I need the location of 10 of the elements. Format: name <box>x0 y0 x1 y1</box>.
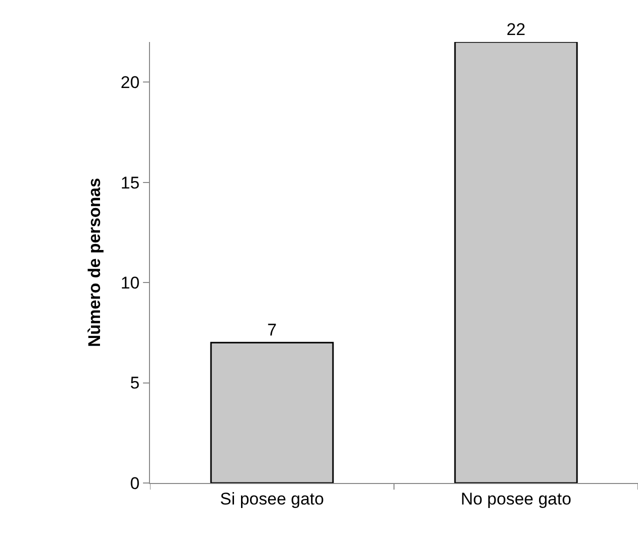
data-label: 7 <box>267 320 277 340</box>
y-tick-label: 15 <box>120 173 140 192</box>
y-tick-label: 10 <box>120 274 140 292</box>
y-axis-title: Nùmero de personas <box>85 178 104 348</box>
x-tick-label: No posee gato <box>460 489 572 508</box>
data-label: 22 <box>506 20 526 39</box>
y-tick-label: 20 <box>120 73 140 92</box>
y-tick-label: 0 <box>130 474 140 493</box>
x-tick-label: Si posee gato <box>220 489 324 508</box>
y-tick-label: 5 <box>130 374 140 393</box>
